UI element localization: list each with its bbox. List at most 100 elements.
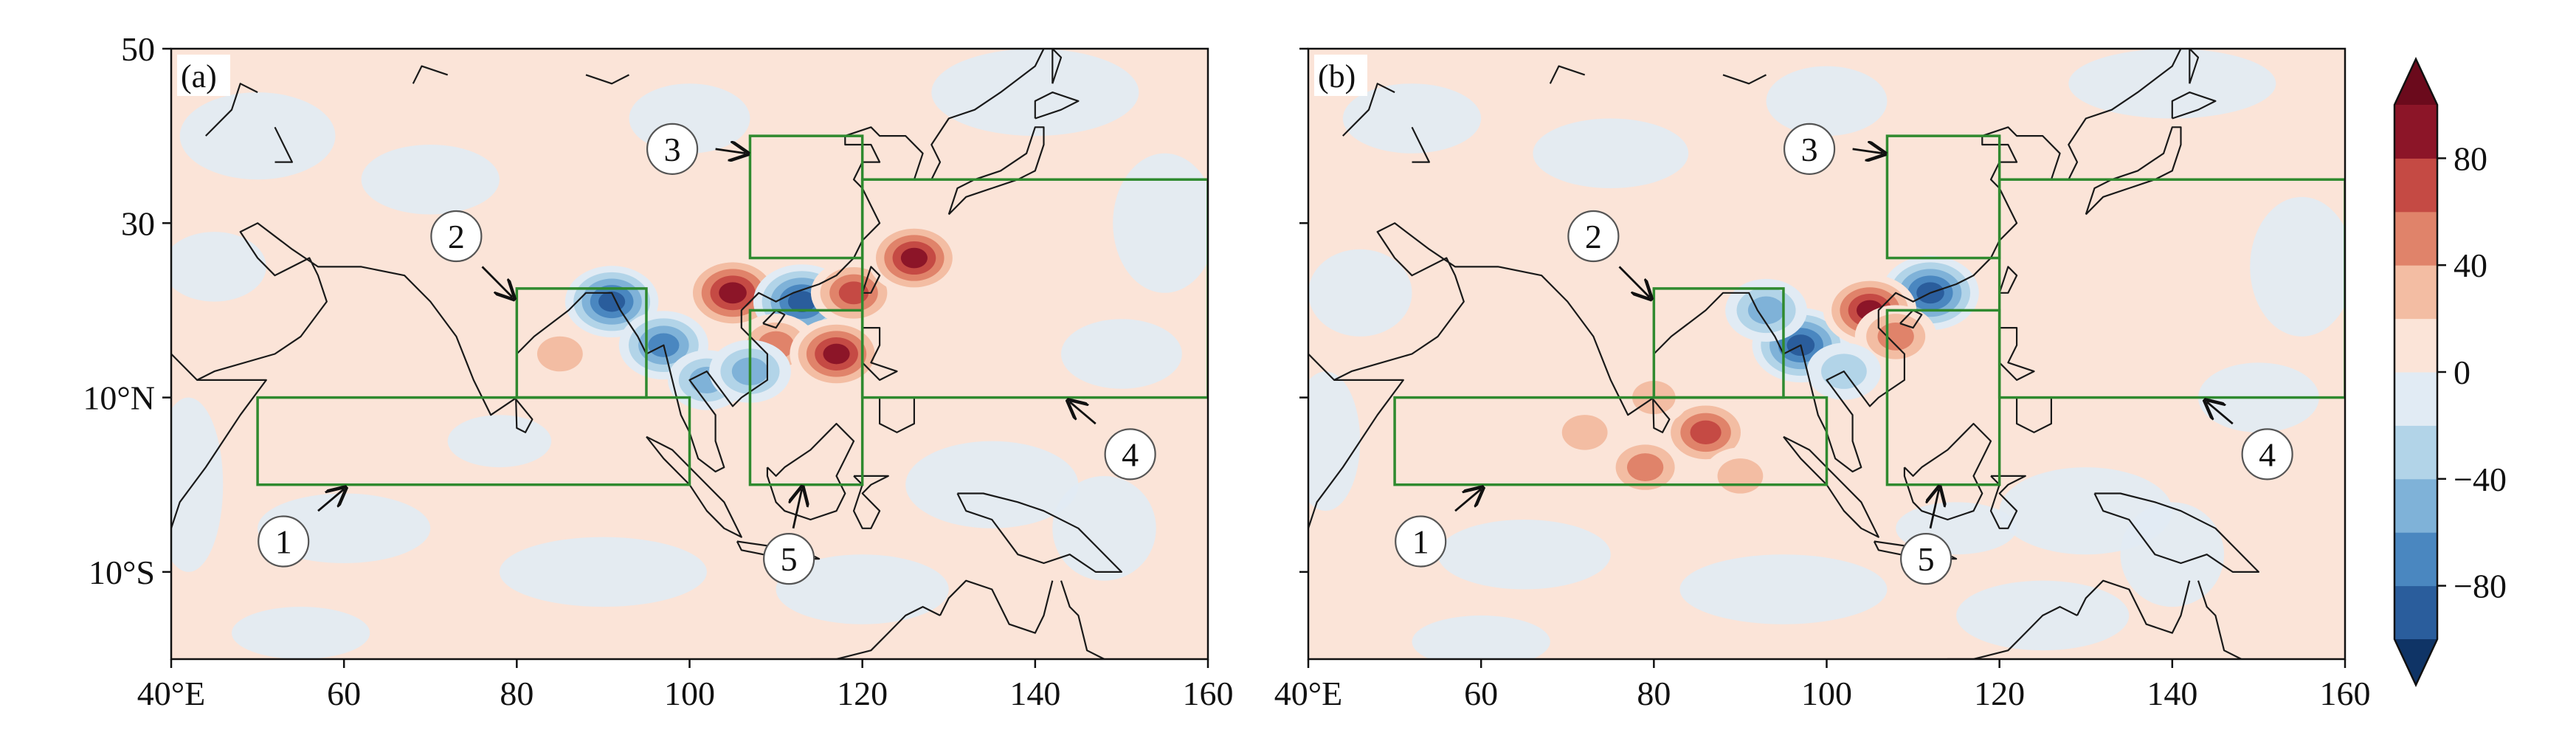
colorbar-segment bbox=[2394, 158, 2437, 213]
coastline bbox=[1411, 126, 1430, 163]
weak-anomaly-patch bbox=[905, 441, 1079, 528]
panel-b-region-labels: 1 2 3 4 5 bbox=[1395, 123, 2293, 585]
coastline bbox=[515, 399, 533, 433]
anomaly-level bbox=[1717, 458, 1764, 494]
coastline bbox=[412, 65, 449, 84]
region-number-2: 2 bbox=[448, 218, 465, 255]
anomaly-cell bbox=[1547, 404, 1622, 461]
panel-a-coastlines bbox=[171, 49, 1122, 659]
coastline bbox=[2197, 580, 2242, 659]
region-arrow-1 bbox=[1454, 489, 1481, 512]
weak-anomaly-patch bbox=[2120, 502, 2225, 607]
region-arrow-4 bbox=[2207, 402, 2234, 425]
x-tick-label: 60 bbox=[327, 675, 361, 712]
colorbar-extend-high bbox=[2394, 59, 2437, 105]
region-number-4: 4 bbox=[1122, 435, 1139, 473]
colorbar-segment bbox=[2394, 265, 2437, 320]
region-arrow-3 bbox=[715, 149, 746, 154]
coastline bbox=[205, 83, 258, 137]
x-tick-label: 60 bbox=[1464, 675, 1498, 712]
x-tick-label: 40°E bbox=[137, 675, 206, 712]
coastline bbox=[1652, 399, 1671, 433]
x-tick-label: 40°E bbox=[1274, 675, 1343, 712]
weak-anomaly-patch bbox=[1308, 371, 1361, 512]
region-number-circle bbox=[1900, 533, 1952, 585]
coastline bbox=[2093, 492, 2259, 573]
weak-anomaly-patch bbox=[1766, 66, 1888, 137]
weak-anomaly-patch bbox=[171, 397, 224, 572]
x-tick-label: 120 bbox=[837, 675, 888, 712]
x-tick-label: 100 bbox=[664, 675, 715, 712]
coastline bbox=[809, 606, 941, 659]
anomaly-level bbox=[536, 336, 583, 372]
region-arrow-3 bbox=[1852, 149, 1883, 154]
coastline bbox=[762, 309, 786, 329]
region-number-circle bbox=[1783, 123, 1836, 175]
coastline bbox=[1342, 83, 1395, 137]
x-tick-label: 140 bbox=[2147, 675, 2197, 712]
weak-anomaly-patch bbox=[1060, 319, 1182, 389]
coastline bbox=[2171, 92, 2217, 120]
region-box-1 bbox=[256, 396, 691, 486]
coastline bbox=[861, 266, 881, 294]
colorbar-tick-label: 40 bbox=[2454, 247, 2487, 284]
anomaly-cell bbox=[1660, 398, 1751, 467]
panel-a: 40°E 60 80 100 120 140 160 50 30 10°N 10°S (a) 1 2 3… bbox=[83, 30, 1233, 712]
coastline bbox=[646, 435, 742, 538]
region-number-4: 4 bbox=[2259, 435, 2276, 473]
weak-anomaly-patch bbox=[1533, 118, 1689, 189]
coastline bbox=[1903, 422, 1992, 521]
coastline bbox=[1998, 327, 2035, 381]
panel-a-region-labels: 1 2 3 4 5 bbox=[258, 123, 1156, 585]
coastline bbox=[766, 422, 855, 521]
panel-a-anomalies bbox=[522, 222, 961, 410]
colorbar-outline bbox=[2393, 57, 2439, 687]
region-box-2 bbox=[515, 287, 648, 399]
weak-anomaly-patch bbox=[361, 144, 500, 215]
colorbar-segment bbox=[2394, 318, 2437, 373]
region-number-1: 1 bbox=[1412, 523, 1429, 561]
y-tick-label: 10°N bbox=[83, 379, 155, 417]
region-arrow-5 bbox=[793, 489, 802, 529]
x-tick-label: 140 bbox=[1009, 675, 1060, 712]
weak-anomaly-patch bbox=[447, 415, 552, 468]
x-tick-label: 80 bbox=[1637, 675, 1671, 712]
panel-a-label: (a) bbox=[181, 58, 217, 94]
coastline bbox=[1549, 65, 1586, 84]
region-box-1 bbox=[1393, 396, 1829, 486]
anomaly-level bbox=[1747, 296, 1785, 325]
region-number-circle bbox=[1567, 210, 1620, 263]
anomaly-cell bbox=[1703, 447, 1778, 505]
coastline bbox=[1052, 49, 1063, 84]
y-tick-label: 10°S bbox=[89, 554, 155, 591]
panel-b: 40°E 60 80 100 120 140 160 (b) 1 2 3 4 5 bbox=[1274, 47, 2371, 712]
anomaly-cell bbox=[1854, 305, 1937, 368]
anomaly-cell bbox=[1604, 435, 1687, 499]
region-arrow-1 bbox=[317, 489, 344, 512]
coastline bbox=[274, 126, 293, 163]
region-number-2: 2 bbox=[1585, 218, 1602, 255]
weak-anomaly-patch bbox=[1342, 83, 1482, 154]
colorbar-segment bbox=[2394, 372, 2437, 426]
y-tick-label: 30 bbox=[121, 204, 155, 242]
panel-b-label: (b) bbox=[1318, 58, 1356, 94]
coastline bbox=[1998, 266, 2018, 294]
weak-anomaly-patch bbox=[179, 92, 336, 180]
region-box-2 bbox=[1652, 287, 1785, 399]
weak-anomaly-patch bbox=[776, 554, 949, 624]
weak-anomaly-patch bbox=[931, 49, 1139, 137]
coastline bbox=[1034, 92, 1080, 120]
region-arrow-2 bbox=[481, 266, 513, 297]
anomaly-level bbox=[1690, 420, 1722, 444]
panel-a-texture bbox=[171, 49, 1208, 659]
coastline bbox=[1722, 74, 1767, 85]
colorbar: 80 40 0 −40 −80 bbox=[2393, 57, 2507, 687]
panel-a-ticks: 40°E 60 80 100 120 140 160 50 30 10°N 10°S bbox=[83, 30, 1233, 712]
coastline bbox=[1947, 606, 2078, 659]
anomaly-level bbox=[1561, 415, 1608, 450]
region-number-3: 3 bbox=[664, 131, 681, 168]
anomaly-level bbox=[719, 282, 747, 304]
region-number-circle bbox=[646, 123, 699, 175]
x-tick-label: 100 bbox=[1801, 675, 1852, 712]
